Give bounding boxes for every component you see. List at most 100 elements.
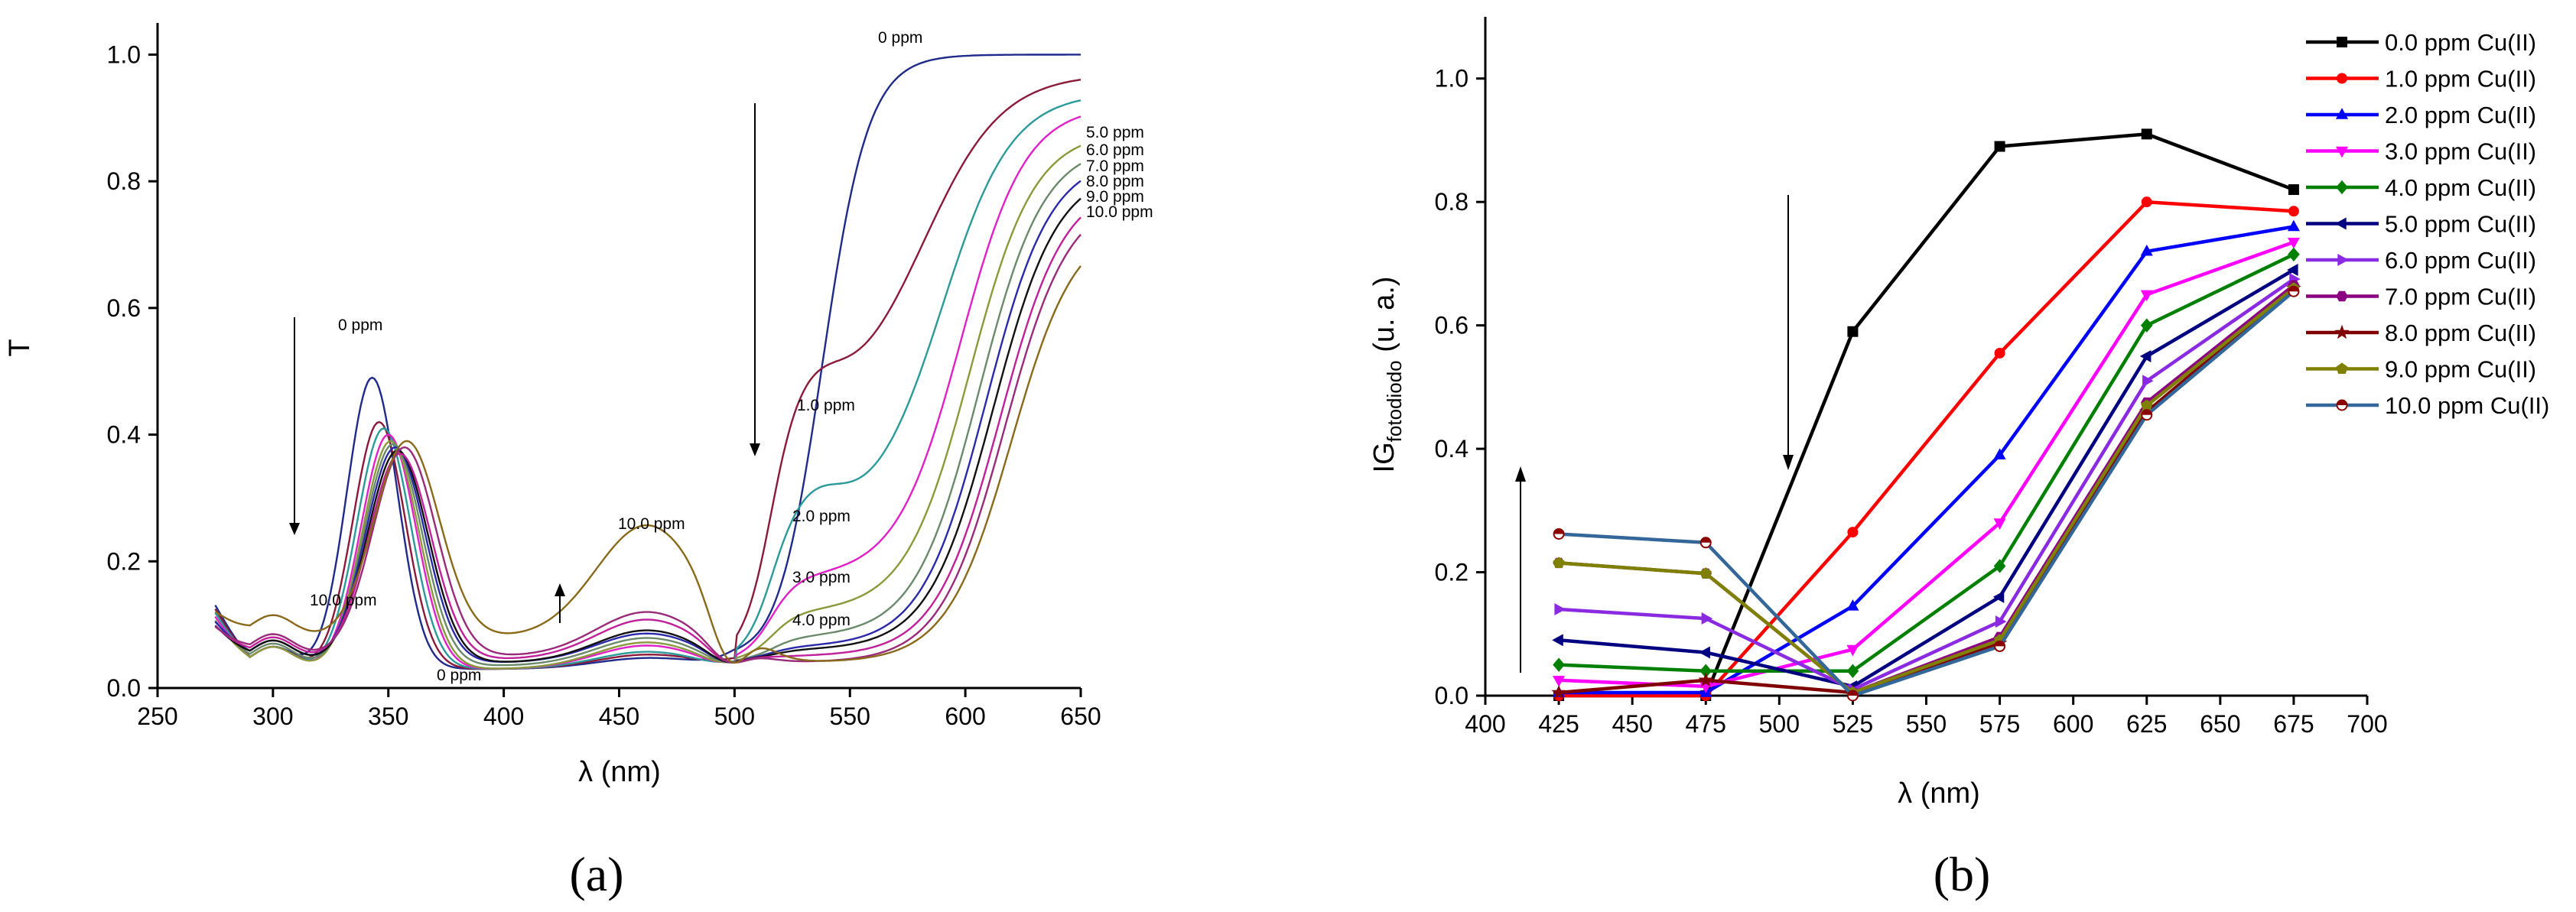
panel-b-caption: (b) [1934,847,1991,901]
panel-a-arrow-up-band [555,583,565,623]
legend-label: 7.0 ppm Cu(II) [2385,284,2536,310]
legend-entry: 9.0 ppm Cu(II) [2306,356,2536,383]
panel-a-annot-8ppm: 8.0 ppm [1086,173,1144,190]
panel-b-data-point [2288,184,2299,196]
legend-label: 10.0 ppm Cu(II) [2385,392,2549,419]
panel-b-x-tick-label: 675 [2273,710,2314,738]
panel-a-y-tick-label: 0.8 [107,167,141,195]
panel-a-caption: (a) [569,847,623,901]
panel-b-data-point [2140,318,2153,333]
panel-a-series-line [214,115,1081,670]
panel-b-series-line [1559,132,2295,698]
panel-b-data-point [1552,634,1563,647]
panel-b-series [1553,247,2300,678]
panel-b-y-tick-label: 0.2 [1435,559,1469,586]
panel-a-y-axis-label: T [4,339,36,356]
panel-b-series-line [1558,277,2295,692]
panel-a-x-tick-label: 600 [945,703,985,730]
panel-b-x-tick-label: 525 [1833,710,1873,738]
panel-b-series [1553,285,2300,702]
panel-a-annot-2ppm: 2.0 ppm [792,508,851,525]
panel-b-data-point [2142,375,2154,388]
panel-b-data-point [1993,518,2006,530]
panel-a-chart: 250 300 350 400 450 500 550 600 650 0.0 0.2 0.4 0.6 0… [4,23,1153,901]
panel-a-y-tick-label: 1.0 [107,41,141,68]
panel-b-data-point [2288,247,2300,262]
panel-a-x-tick-label: 250 [137,703,177,730]
legend-entry: 5.0 ppm Cu(II) [2306,211,2536,238]
panel-b-data-point [1847,527,1859,538]
panel-b-data-point [1994,640,2006,652]
panel-b-data-point [2288,285,2300,297]
legend-entry: 7.0 ppm Cu(II) [2306,284,2536,310]
panel-b-y-axis-label: IGfotodiodo (u. a.) [1368,277,1406,473]
panel-b-x-tick-label: 475 [1686,710,1726,738]
panel-b-y-tick-label: 1.0 [1435,65,1469,92]
panel-a-annot-10ppm-edge: 10.0 ppm [1086,203,1153,221]
panel-b-x-tick-label: 650 [2200,710,2240,738]
panel-a-series-line [214,197,1081,664]
panel-b-data-point [2336,180,2348,195]
panel-b-data-point [1994,347,2005,359]
panel-a-y-tick-label: 0.0 [107,674,141,702]
panel-b-y-tick-label: 0.4 [1435,435,1469,462]
panel-b-data-point [1553,676,1566,687]
panel-b-y-tick-label: 0.8 [1435,188,1469,216]
legend-entry: 8.0 ppm Cu(II) [2306,320,2536,346]
panel-b-series-line [1559,240,2295,689]
panel-b-arrow-down [1783,195,1794,470]
panel-b-data-point-fill [2142,410,2152,415]
panel-b-data-point [1993,448,2006,459]
panel-b-data-point [2141,196,2152,208]
panel-b-data-point [2335,217,2347,230]
panel-a-x-tick-label: 500 [714,703,755,730]
panel-b-x-tick-label: 575 [1979,710,2020,738]
panel-b-data-point [1846,690,1859,702]
panel-a-x-tick-label: 350 [368,703,408,730]
panel-b-series-line [1558,287,2295,695]
panel-b-x-tick-label: 425 [1538,710,1579,738]
panel-b-data-point-fill [1847,690,1858,696]
panel-a-x-tick-label: 300 [252,703,293,730]
panel-b-series [1551,280,2301,699]
panel-b-x-tick-label: 625 [2126,710,2167,738]
legend-entry: 0.0 ppm Cu(II) [2306,29,2536,56]
panel-b-series [1553,196,2299,701]
panel-a-annot-9ppm: 9.0 ppm [1086,188,1144,206]
legend-label: 5.0 ppm Cu(II) [2385,211,2536,238]
panel-b-data-point [1846,664,1859,678]
legend-entry: 3.0 ppm Cu(II) [2306,138,2536,165]
panel-b-data-point [1994,141,2005,152]
panel-b-series [1554,273,2301,696]
panel-a-y-tick-label: 0.2 [107,547,141,575]
panel-b-data-point [1993,559,2006,573]
legend-label: 1.0 ppm Cu(II) [2385,66,2536,92]
panel-b-ticks: 400 425 450 475 500 525 550 575 600 625 650 675 700 0… [1435,65,2388,738]
panel-b-series [1553,280,2300,698]
panel-a-y-tick-label: 0.6 [107,294,141,322]
panel-b-arrow-up [1515,466,1526,673]
panel-a-annot-10ppm-uv: 10.0 ppm [310,592,377,609]
panel-b-data-point [1846,644,1859,657]
panel-a-annot-10ppm-band: 10.0 ppm [618,515,685,533]
panel-b-series [1553,282,2300,698]
panel-a-y-tick-label: 0.4 [107,421,141,449]
panel-b-x-tick-label: 550 [1906,710,1947,738]
panel-b-data-point-fill [1995,641,2005,647]
panel-b-data-point-fill [1700,537,1711,543]
panel-b-data-point [2336,399,2348,411]
panel-b-y-axis-subscript: fotodiodo [1383,360,1406,442]
panel-b-data-point [2141,128,2152,140]
panel-a-annot-7ppm: 7.0 ppm [1086,157,1144,175]
panel-a-series-line [214,54,1081,670]
legend-label: 0.0 ppm Cu(II) [2385,29,2536,56]
panel-a-series-line [214,180,1081,664]
panel-b-data-point [1554,602,1566,615]
panel-b-x-tick-label: 450 [1612,710,1652,738]
panel-a-annot-1ppm: 1.0 ppm [797,397,855,414]
panel-b-series-line [1558,284,2295,695]
panel-a-ticks: 250 300 350 400 450 500 550 600 650 0.0 0.2 0.4 0.6 0… [107,41,1101,730]
legend-label: 3.0 ppm Cu(II) [2385,138,2536,165]
panel-a-annot-0ppm-edge: 0 ppm [878,29,922,47]
panel-b-data-point [2337,73,2347,84]
